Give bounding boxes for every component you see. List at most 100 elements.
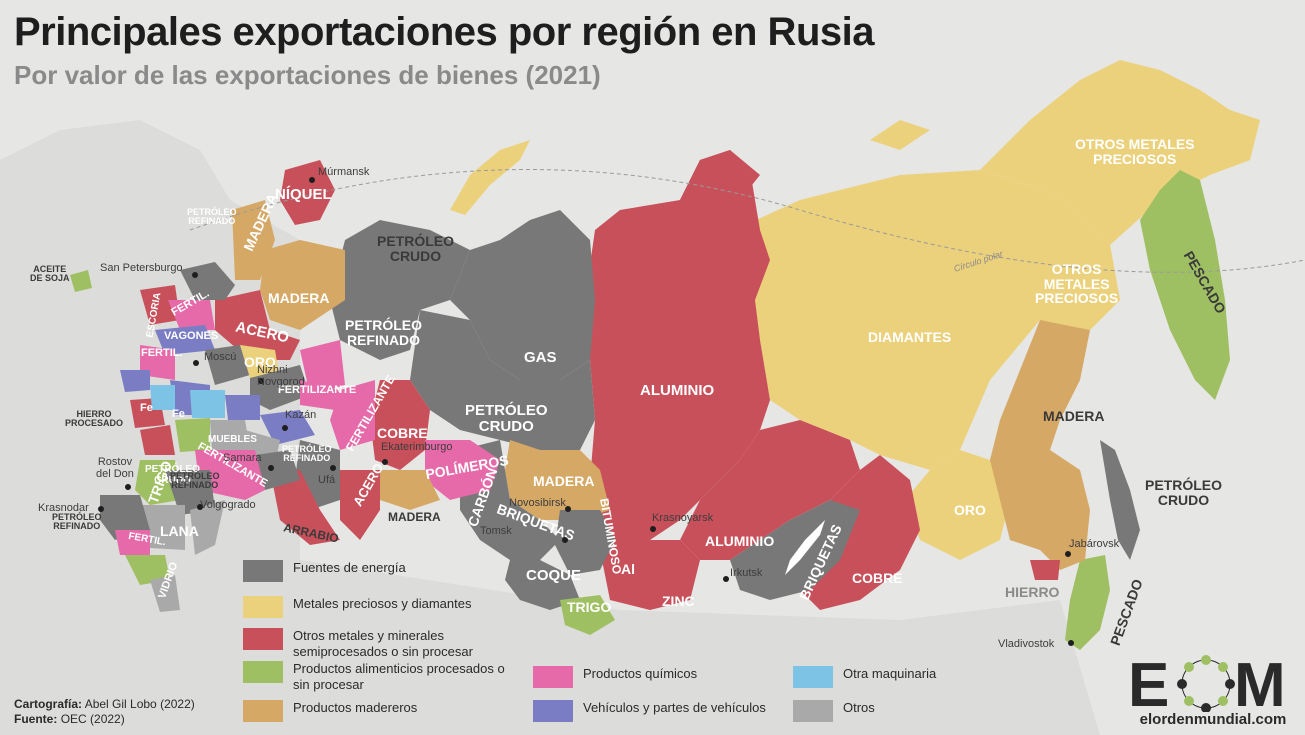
city-dot (197, 504, 203, 510)
region-label: COQUE (526, 567, 582, 584)
region-caucasus (125, 555, 170, 585)
city-dot (562, 537, 568, 543)
region-label: ORO (244, 354, 276, 370)
region-samara (255, 450, 300, 490)
region-orenburg (270, 470, 340, 545)
surrounding-land-south (300, 560, 1100, 735)
city-dot (268, 465, 274, 471)
page-subtitle: Por valor de las exportaciones de bienes… (14, 60, 601, 90)
logo-letter-m: M (1234, 652, 1286, 712)
region-label: MADERA (1043, 408, 1105, 424)
legend-label: Productos madereros (293, 700, 418, 715)
city-label: Tomsk (480, 525, 512, 537)
region-stavropol (115, 530, 150, 555)
region-bryansk (120, 370, 150, 392)
region-label: Fe (140, 402, 153, 414)
region-moscow (205, 345, 250, 385)
city-dot (723, 576, 729, 582)
region-arkhangelsk (260, 240, 345, 330)
region-label: NÍQUEL (275, 186, 332, 203)
city-label: Krasnodar (38, 502, 89, 514)
city-dot (258, 378, 264, 384)
region-amur-oro (905, 450, 1010, 560)
legend-item: Otra maquinaria (793, 666, 936, 688)
legend-swatch (243, 596, 283, 618)
region-yakutia-diamantes (745, 170, 1120, 470)
region-label: TRIGO (567, 599, 612, 615)
region-label: PETRÓLEO CRUDO (377, 233, 455, 264)
region-kamchatka (1140, 170, 1230, 400)
legend-label: Vehículos y partes de vehículos (583, 700, 766, 715)
city-dot (309, 177, 315, 183)
legend-swatch (243, 628, 283, 650)
legend-item: Fuentes de energía (243, 560, 406, 582)
region-voronezh (175, 418, 210, 452)
region-label: DIAMANTES (868, 329, 952, 345)
region-tver (155, 325, 215, 355)
city-label: Volgogrado (200, 499, 256, 511)
legend-item: Vehículos y partes de vehículos (533, 700, 766, 722)
region-label: ORO (954, 502, 986, 518)
city-label: Moscú (204, 351, 237, 363)
region-kalmykia (140, 505, 185, 550)
region-sakhalin (1100, 440, 1140, 560)
region-label: MADERA (268, 290, 330, 306)
region-label: HIERRO PROCESADO (65, 409, 124, 429)
legend-swatch (243, 560, 283, 582)
region-leningrad (180, 262, 235, 300)
region-dagestan (150, 575, 180, 612)
legend-swatch (243, 661, 283, 683)
city-label: Irkutsk (730, 567, 763, 579)
region-tomsk (505, 440, 610, 520)
region-murmansk (280, 160, 335, 225)
city-dot (192, 272, 198, 278)
region-label: HIERRO (1005, 584, 1060, 600)
region-chelyabinsk (340, 470, 380, 540)
city-dot (382, 459, 388, 465)
legend-item: Productos químicos (533, 666, 697, 688)
region-tyumen-polimeros (425, 440, 500, 500)
city-dot (193, 360, 199, 366)
region-kemerovo (555, 510, 615, 575)
legend-item: Metales preciosos y diamantes (243, 596, 471, 618)
eom-logo-mark: E M (1128, 651, 1286, 720)
region-label: MADERA (388, 510, 441, 524)
city-label: San Petersburgo (100, 262, 183, 274)
region-label: OTROS METALES PRECIOSOS (1075, 136, 1195, 167)
legend-label: Otra maquinaria (843, 666, 937, 681)
region-chuvash (300, 380, 340, 410)
logo-site: elordenmundial.com (1139, 711, 1287, 728)
city-dot (330, 465, 336, 471)
credits-cartografia-value: Abel Gil Lobo (2022) (84, 697, 195, 711)
region-astrakhan (190, 500, 225, 555)
region-label: ALUMINIO (640, 382, 715, 399)
legend-item: Otros (793, 700, 875, 722)
region-belgorod (140, 425, 175, 455)
region-arctic-islands (870, 120, 930, 150)
region-perm (330, 380, 375, 450)
region-label: COBRE (377, 425, 428, 441)
region-vladimir (240, 345, 280, 380)
region-khanty-mansi (410, 310, 595, 450)
region-saratov (195, 450, 265, 500)
legend-swatch (793, 700, 833, 722)
region-label: PETRÓLEO REFINADO (52, 512, 102, 532)
city-dot (1068, 640, 1074, 646)
city-label: Novosibirsk (509, 497, 566, 509)
city-dot (125, 484, 131, 490)
region-altai-republic (560, 595, 615, 635)
region-novgorod (168, 300, 215, 330)
region-komi-nenets (330, 220, 470, 360)
city-label: Nizhni Novgorod (257, 364, 305, 388)
credits-cartografia: Cartografía: Abel Gil Lobo (2022) (14, 697, 195, 711)
region-tula (150, 385, 175, 410)
region-label: FERTILIZANTE (278, 384, 357, 396)
region-khakassia-tuva (600, 540, 700, 610)
region-khabarovsk (990, 320, 1090, 570)
legend-label: Productos alimenticios procesados o sin … (293, 661, 505, 692)
region-altai (505, 560, 580, 610)
credits-cartografia-label: Cartografía: (14, 697, 83, 711)
region-label: PETRÓLEO CRUDO (465, 402, 548, 435)
region-label: MUEBLES (208, 434, 257, 445)
region-nizhny (250, 365, 310, 410)
